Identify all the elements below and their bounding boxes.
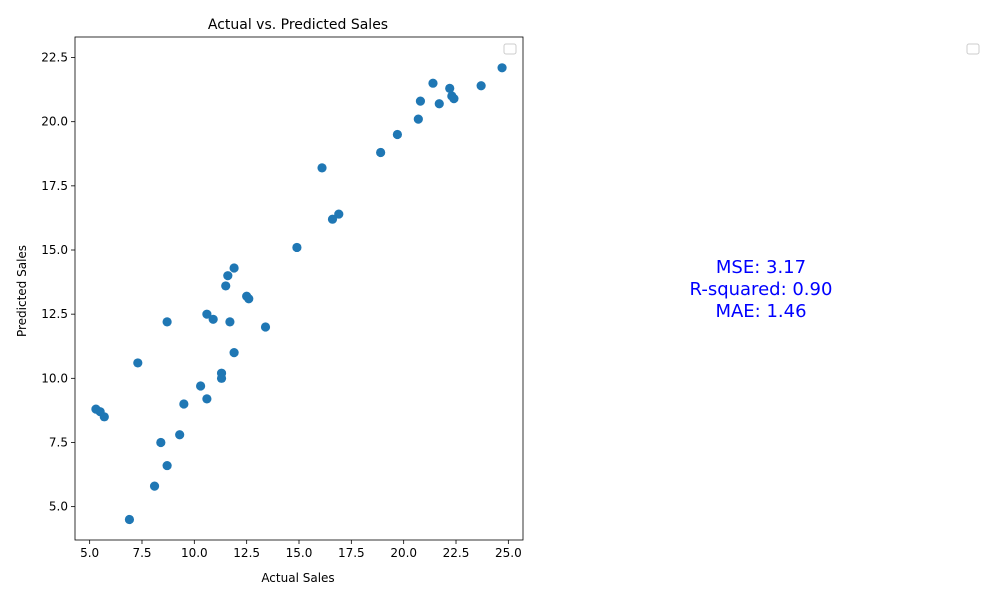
x-tick-label-8: 25.0 xyxy=(495,546,522,560)
scatter-point-9 xyxy=(392,129,402,140)
scatter-point-29 xyxy=(196,381,206,391)
scatter-point-25 xyxy=(229,348,239,358)
y-tick-label-6: 20.0 xyxy=(41,115,68,129)
scatter-point-39 xyxy=(124,514,135,525)
scatter-point-35 xyxy=(175,430,185,440)
scatter-point-6 xyxy=(415,96,426,106)
x-tick-label-6: 20.0 xyxy=(390,546,417,560)
scatter-point-16 xyxy=(223,271,233,281)
scatter-point-12 xyxy=(334,209,344,219)
y-tick-label-3: 12.5 xyxy=(41,307,68,321)
scatter-point-5 xyxy=(449,93,459,104)
x-tick-label-5: 17.5 xyxy=(338,546,365,560)
scatter-point-19 xyxy=(244,294,254,304)
y-axis-label: Predicted Sales xyxy=(15,245,29,337)
scatter-point-34 xyxy=(99,412,109,422)
scatter-point-7 xyxy=(434,99,444,109)
scatter-point-2 xyxy=(445,83,455,93)
scatter-point-17 xyxy=(221,281,231,291)
x-tick-label-3: 12.5 xyxy=(233,546,260,560)
x-tick-label-1: 7.5 xyxy=(132,546,151,560)
x-axis-label: Actual Sales xyxy=(261,571,334,585)
scatter-point-26 xyxy=(133,358,143,368)
scatter-point-3 xyxy=(476,81,486,91)
scatter-point-13 xyxy=(327,214,338,224)
y-tick-label-1: 7.5 xyxy=(49,435,68,449)
x-tick-label-2: 10.0 xyxy=(181,546,208,560)
scatter-point-23 xyxy=(225,317,235,327)
scatter-point-0 xyxy=(497,63,507,73)
scatter-point-8 xyxy=(413,114,423,124)
scatter-point-30 xyxy=(202,394,212,404)
x-tick-label-4: 15.0 xyxy=(286,546,313,560)
scatter-point-10 xyxy=(376,147,386,158)
x-tick-label-0: 5.0 xyxy=(80,546,99,560)
mae-text: MAE: 1.46 xyxy=(715,301,806,322)
scatter-point-28 xyxy=(216,373,227,383)
y-tick-label-4: 15.0 xyxy=(41,243,68,257)
scatter-point-24 xyxy=(260,322,271,332)
r-squared-text: R-squared: 0.90 xyxy=(690,279,833,300)
scatter-point-14 xyxy=(292,242,302,253)
scatter-point-1 xyxy=(428,78,438,88)
chart-title: Actual vs. Predicted Sales xyxy=(208,17,388,33)
scatter-point-38 xyxy=(149,481,160,491)
scatter-point-31 xyxy=(179,399,189,409)
figure-legend-box xyxy=(966,43,980,55)
scatter-point-22 xyxy=(162,317,172,327)
y-tick-label-5: 17.5 xyxy=(41,179,68,193)
plot-area: 5.0 7.5 10.0 12.5 15.0 17.5 20.0 22.5 25.0 5.0 7.5… xyxy=(41,36,524,560)
y-tick-label-2: 10.0 xyxy=(41,371,68,385)
plot-frame xyxy=(74,36,524,541)
mse-text: MSE: 3.17 xyxy=(716,257,806,278)
scatter-point-21 xyxy=(208,314,218,324)
scatter-point-20 xyxy=(202,309,212,319)
x-tick-label-7: 22.5 xyxy=(443,546,470,560)
y-tick-label-7: 22.5 xyxy=(41,51,68,65)
legend-box xyxy=(503,43,517,55)
y-tick-label-0: 5.0 xyxy=(49,500,68,514)
scatter-point-37 xyxy=(162,460,172,471)
scatter-point-11 xyxy=(317,163,327,173)
scatter-point-15 xyxy=(229,263,239,273)
scatter-point-36 xyxy=(156,437,166,448)
